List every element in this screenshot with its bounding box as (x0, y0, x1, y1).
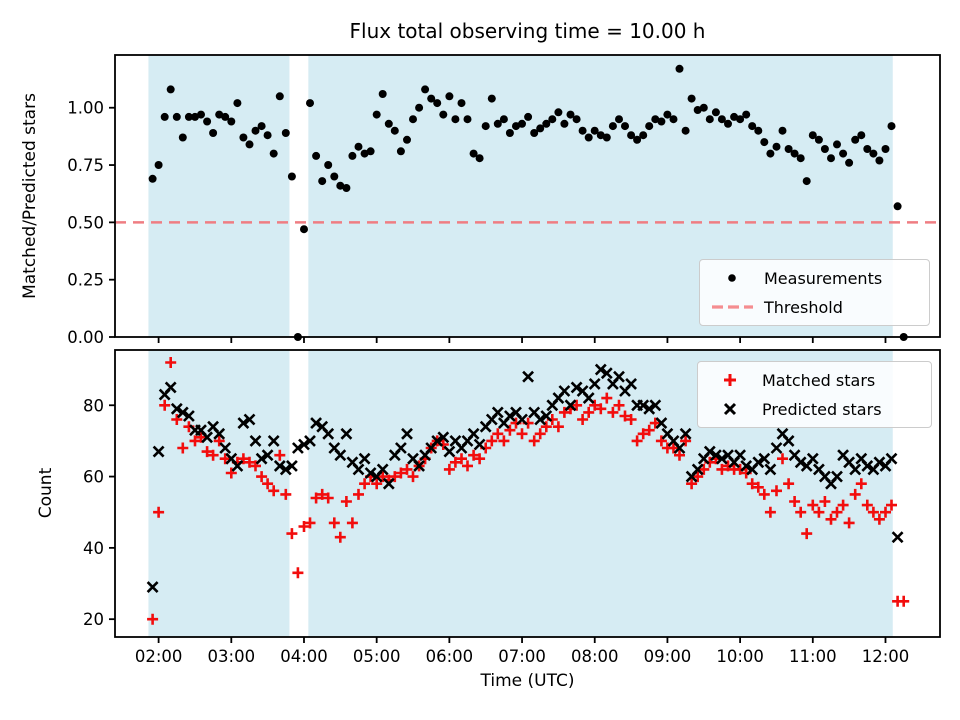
matched-plus-icon (708, 372, 752, 388)
legend-label-predicted: Predicted stars (762, 399, 882, 419)
y-tick-label: 0.75 (67, 156, 104, 175)
bottom-legend: Matched stars Predicted stars (697, 361, 932, 428)
measurements-points (148, 64, 908, 341)
y-tick-label: 20 (83, 610, 104, 629)
x-tick-label: 08:00 (571, 647, 619, 666)
predicted-x-icon (708, 401, 752, 417)
y-tick-label: 0.00 (67, 328, 104, 347)
y-tick-label: 0.50 (67, 213, 104, 232)
bottom-y-axis-label: Count (36, 467, 56, 519)
top-legend: Measurements Threshold (699, 259, 930, 326)
legend-label-matched: Matched stars (762, 370, 876, 390)
predicted-stars-points (146, 363, 904, 594)
bottom-axes-frame: 02:00 03:00 04:00 05:00 06:00 07:00 08:00 09:00… (83, 349, 941, 666)
legend-label-measurements: Measurements (764, 268, 883, 288)
y-tick-label: 40 (83, 539, 104, 558)
y-tick-label: 1.00 (67, 99, 104, 118)
x-tick-label: 09:00 (644, 647, 692, 666)
legend-item-measurements: Measurements (710, 267, 919, 289)
x-tick-label: 07:00 (498, 647, 546, 666)
x-axis-label: Time (UTC) (480, 671, 575, 691)
top-axes-frame: 0.00 0.25 0.50 0.75 1.00 (67, 54, 941, 347)
y-tick-label: 60 (83, 468, 104, 487)
y-tick-label: 0.25 (67, 271, 104, 290)
threshold-dash-icon (710, 300, 754, 314)
x-tick-label: 10:00 (716, 647, 764, 666)
legend-item-predicted: Predicted stars (708, 398, 921, 420)
x-tick-label: 03:00 (208, 647, 256, 666)
x-tick-label: 05:00 (353, 647, 401, 666)
top-y-axis-label: Matched/Predicted stars (20, 93, 40, 299)
legend-item-matched: Matched stars (708, 369, 921, 391)
x-tick-label: 02:00 (135, 647, 183, 666)
chart-title: Flux total observing time = 10.00 h (349, 19, 706, 43)
measurements-dot-icon (710, 271, 754, 285)
x-tick-label: 06:00 (426, 647, 474, 666)
legend-label-threshold: Threshold (764, 297, 843, 317)
x-tick-label: 12:00 (862, 647, 910, 666)
legend-item-threshold: Threshold (710, 296, 919, 318)
x-tick-label: 11:00 (789, 647, 837, 666)
x-tick-label: 04:00 (280, 647, 328, 666)
y-tick-label: 80 (83, 396, 104, 415)
matched-stars-points (147, 357, 910, 625)
